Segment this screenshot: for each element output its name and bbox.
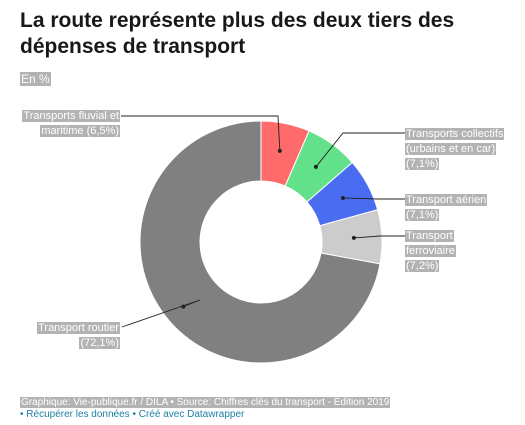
chart-title: La route représente plus des deux tiers … [20,9,455,58]
leader-fluvial-dot [277,148,282,153]
label-routier: Transport routier (72,1%) [37,322,120,349]
label-aerien: Transport aérien (7,1%) [405,194,488,221]
bullet-icon: • [132,409,139,420]
chart-subtitle: En % [20,72,51,86]
label-fluvial: Transports fluvial et maritime (6,5%) [22,110,120,137]
datawrapper-link[interactable]: Créé avec Datawrapper [138,409,245,420]
chart-source: Graphique: Vie-publique.fr / DILA • Sour… [20,397,391,408]
leader-ferroviaire-dot [351,235,356,240]
label-ferroviaire: Transport ferroviaire (7,2%) [405,230,456,272]
footer-links: • Récupérer les données • Créé avec Data… [20,409,244,421]
leader-fluvial [121,115,281,151]
leader-collectifs-dot [313,164,318,169]
leader-ferroviaire [353,235,405,239]
leader-aerien [342,197,405,200]
label-collectifs: Transports collectifs (urbains et en car… [405,128,505,170]
leader-routier [121,299,201,328]
leader-aerien-dot [340,195,345,200]
get-data-link[interactable]: Récupérer les données [26,409,130,420]
leader-routier-dot [181,304,186,309]
leader-collectifs [315,132,405,168]
slice-routier [139,120,381,364]
bullet-icon: • [20,409,27,420]
